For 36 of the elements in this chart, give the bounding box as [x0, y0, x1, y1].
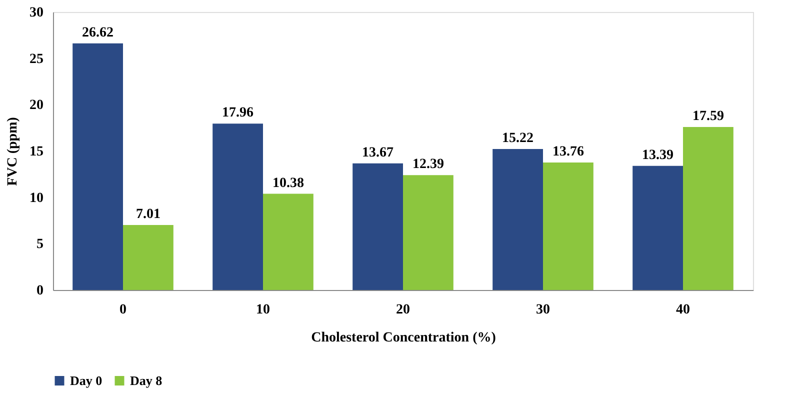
x-tick-label: 30 — [536, 302, 550, 318]
data-label: 15.22 — [502, 130, 534, 146]
y-tick-label: 25 — [30, 52, 44, 67]
legend-label: Day 0 — [70, 372, 102, 388]
bar — [123, 225, 174, 290]
y-axis-title: FVC (ppm) — [6, 116, 20, 186]
data-label: 13.76 — [552, 144, 584, 160]
x-tick-label: 40 — [676, 302, 690, 318]
bar — [632, 166, 683, 290]
bar — [352, 163, 403, 290]
data-label: 7.01 — [136, 207, 160, 222]
x-tick-label: 0 — [120, 302, 126, 318]
y-tick-label: 15 — [30, 144, 44, 160]
legend-label: Day 8 — [130, 372, 163, 388]
x-axis-title: Cholesterol Concentration (%) — [311, 330, 496, 346]
y-tick-label: 20 — [30, 98, 44, 114]
bar — [212, 124, 263, 290]
bar — [403, 175, 454, 290]
data-label: 17.96 — [222, 106, 254, 121]
data-label: 13.67 — [362, 145, 394, 160]
bar — [492, 148, 543, 290]
bar — [263, 194, 314, 290]
x-tick-label: 10 — [256, 302, 270, 318]
x-tick-label: 20 — [396, 302, 410, 318]
y-tick-label: 30 — [30, 6, 44, 20]
data-label: 26.62 — [82, 25, 114, 40]
y-tick-label: 10 — [30, 190, 44, 206]
y-tick-label: 0 — [36, 284, 44, 298]
bar — [683, 127, 734, 290]
y-tick-label: 5 — [36, 237, 44, 252]
data-label: 12.39 — [412, 157, 444, 172]
data-label: 13.39 — [642, 148, 674, 163]
bar — [543, 162, 594, 290]
data-label: 10.38 — [272, 176, 304, 191]
data-label: 17.59 — [692, 109, 724, 124]
bar — [72, 43, 123, 290]
